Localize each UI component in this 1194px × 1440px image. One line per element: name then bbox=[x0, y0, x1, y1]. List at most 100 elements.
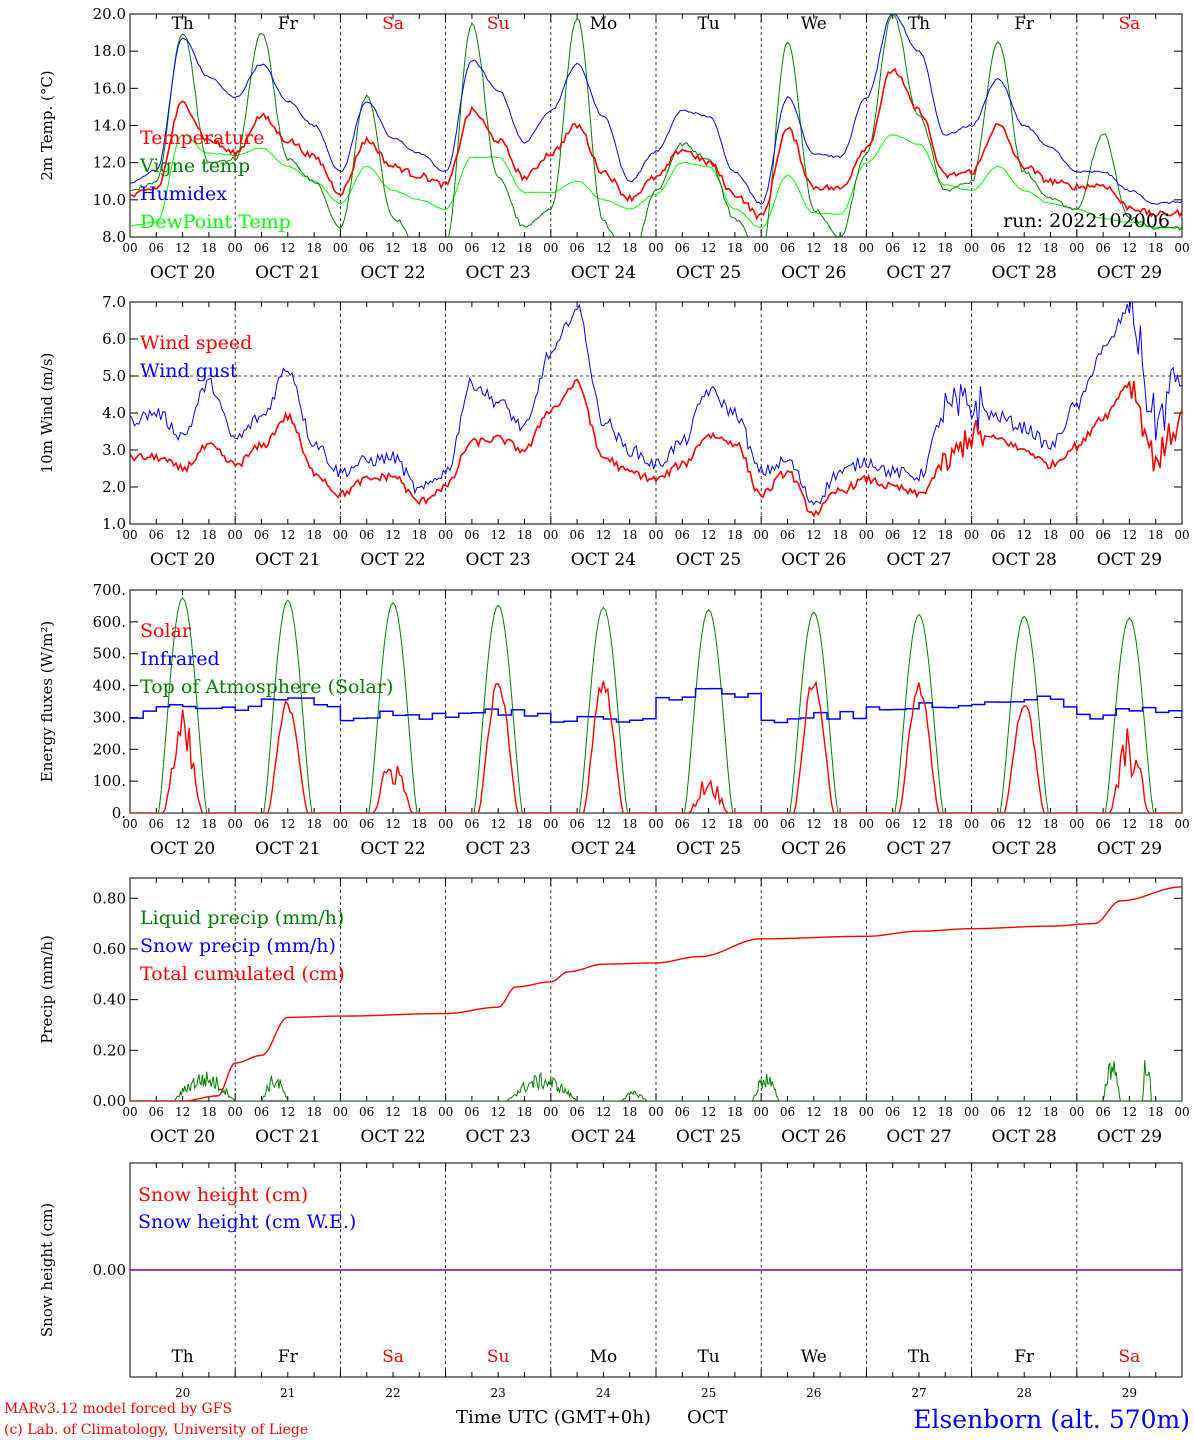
hour-tick-label: 18 bbox=[306, 528, 321, 542]
hour-tick-label: 18 bbox=[832, 817, 847, 831]
y-tick-label: 0.80 bbox=[93, 889, 126, 907]
legend-entry: Liquid precip (mm/h) bbox=[140, 907, 344, 929]
hour-tick-label: 06 bbox=[990, 1105, 1005, 1119]
hour-tick-label: 18 bbox=[412, 817, 427, 831]
hour-tick-label: 18 bbox=[306, 241, 321, 255]
date-label: OCT 26 bbox=[781, 550, 846, 570]
legend-entry: Total cumulated (cm) bbox=[140, 963, 345, 985]
hour-tick-label: 18 bbox=[622, 528, 637, 542]
weekday-label: Tu bbox=[697, 14, 719, 34]
date-label: OCT 28 bbox=[992, 1127, 1057, 1147]
hour-tick-label: 06 bbox=[359, 1105, 374, 1119]
weekday-label: Sa bbox=[382, 1347, 404, 1367]
legend-entry: Top of Atmosphere (Solar) bbox=[140, 676, 393, 698]
hour-tick-label: 18 bbox=[938, 241, 953, 255]
hour-tick-label: 00 bbox=[1174, 1105, 1189, 1119]
date-label: OCT 24 bbox=[571, 839, 636, 859]
hour-tick-label: 12 bbox=[1122, 1105, 1137, 1119]
weekday-label: Fr bbox=[278, 1347, 299, 1367]
hour-tick-label: 06 bbox=[885, 241, 900, 255]
hour-tick-label: 06 bbox=[149, 528, 164, 542]
footer-copyright: (c) Lab. of Climatology, University of L… bbox=[4, 1422, 308, 1438]
hour-tick-label: 18 bbox=[306, 1105, 321, 1119]
hour-tick-label: 18 bbox=[306, 817, 321, 831]
hour-tick-label: 00 bbox=[964, 241, 979, 255]
y-tick-label: 20.0 bbox=[93, 5, 126, 23]
hour-tick-label: 00 bbox=[438, 241, 453, 255]
hour-tick-label: 12 bbox=[280, 1105, 295, 1119]
hour-tick-label: 18 bbox=[1148, 817, 1163, 831]
hour-tick-label: 00 bbox=[543, 241, 558, 255]
day-number-label: 25 bbox=[701, 1386, 716, 1400]
y-axis-label: 10m Wind (m/s) bbox=[38, 353, 56, 474]
hour-tick-label: 12 bbox=[280, 817, 295, 831]
hour-tick-label: 18 bbox=[622, 241, 637, 255]
hour-tick-label: 12 bbox=[385, 1105, 400, 1119]
hour-tick-label: 06 bbox=[885, 1105, 900, 1119]
hour-tick-label: 18 bbox=[517, 817, 532, 831]
x-axis-label: Time UTC (GMT+0h) bbox=[456, 1407, 651, 1428]
y-axis-label: Energy fluxes (W/m²) bbox=[38, 621, 56, 782]
weekday-label: Fr bbox=[1014, 14, 1035, 34]
hour-tick-label: 12 bbox=[491, 241, 506, 255]
hour-tick-label: 12 bbox=[596, 241, 611, 255]
hour-tick-label: 06 bbox=[990, 817, 1005, 831]
hour-tick-label: 12 bbox=[911, 241, 926, 255]
hour-tick-label: 18 bbox=[201, 241, 216, 255]
date-label: OCT 29 bbox=[1097, 263, 1162, 283]
date-label: OCT 23 bbox=[466, 1127, 531, 1147]
hour-tick-label: 18 bbox=[412, 1105, 427, 1119]
date-label: OCT 26 bbox=[781, 1127, 846, 1147]
hour-tick-label: 06 bbox=[569, 817, 584, 831]
hour-tick-label: 12 bbox=[701, 241, 716, 255]
date-label: OCT 21 bbox=[255, 550, 320, 570]
legend-entry: Snow precip (mm/h) bbox=[140, 935, 336, 957]
hour-tick-label: 18 bbox=[727, 1105, 742, 1119]
date-label: OCT 27 bbox=[886, 550, 951, 570]
hour-tick-label: 18 bbox=[201, 528, 216, 542]
date-label: OCT 27 bbox=[886, 1127, 951, 1147]
hour-tick-label: 00 bbox=[754, 528, 769, 542]
day-number-label: 23 bbox=[491, 1386, 506, 1400]
hour-tick-label: 12 bbox=[385, 817, 400, 831]
hour-tick-label: 06 bbox=[1095, 817, 1110, 831]
y-tick-label: 10.0 bbox=[93, 191, 126, 209]
hour-tick-label: 12 bbox=[806, 817, 821, 831]
hour-tick-label: 12 bbox=[280, 528, 295, 542]
hour-tick-label: 06 bbox=[1095, 528, 1110, 542]
y-tick-label: 700. bbox=[93, 581, 126, 599]
weekday-label: Th bbox=[171, 1347, 193, 1367]
hour-tick-label: 12 bbox=[701, 817, 716, 831]
hour-tick-label: 06 bbox=[780, 241, 795, 255]
hour-tick-label: 12 bbox=[596, 1105, 611, 1119]
hour-tick-label: 00 bbox=[1069, 241, 1084, 255]
hour-tick-label: 06 bbox=[359, 528, 374, 542]
weekday-label: Th bbox=[171, 14, 193, 34]
hour-tick-label: 00 bbox=[859, 528, 874, 542]
hour-tick-label: 06 bbox=[885, 817, 900, 831]
y-tick-label: 400. bbox=[93, 677, 126, 695]
y-tick-label: 0. bbox=[112, 804, 126, 822]
hour-tick-label: 06 bbox=[675, 1105, 690, 1119]
day-number-label: 22 bbox=[385, 1386, 400, 1400]
hour-tick-label: 00 bbox=[228, 241, 243, 255]
hour-tick-label: 06 bbox=[990, 241, 1005, 255]
date-label: OCT 24 bbox=[571, 1127, 636, 1147]
hour-tick-label: 00 bbox=[438, 1105, 453, 1119]
weekday-label: Tu bbox=[697, 1347, 719, 1367]
hour-tick-label: 12 bbox=[491, 817, 506, 831]
date-label: OCT 23 bbox=[466, 263, 531, 283]
hour-tick-label: 12 bbox=[1122, 528, 1137, 542]
hour-tick-label: 12 bbox=[1017, 528, 1032, 542]
hour-tick-label: 00 bbox=[1174, 241, 1189, 255]
date-label: OCT 24 bbox=[571, 263, 636, 283]
precip-lines bbox=[130, 886, 1182, 1101]
date-label: OCT 22 bbox=[360, 839, 425, 859]
y-tick-label: 14.0 bbox=[93, 117, 126, 135]
hour-tick-label: 06 bbox=[569, 1105, 584, 1119]
date-label: OCT 20 bbox=[150, 550, 215, 570]
hour-tick-label: 12 bbox=[175, 1105, 190, 1119]
legend-entry: Temperature bbox=[140, 127, 264, 149]
hour-tick-label: 18 bbox=[1043, 1105, 1058, 1119]
hour-tick-label: 12 bbox=[806, 528, 821, 542]
